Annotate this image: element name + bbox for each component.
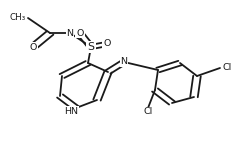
Text: CH₃: CH₃	[10, 14, 26, 22]
Text: N: N	[67, 28, 73, 38]
Text: S: S	[88, 42, 94, 52]
Text: HN: HN	[64, 106, 78, 116]
Text: O: O	[76, 28, 84, 38]
Text: N: N	[121, 57, 127, 66]
Text: O: O	[103, 39, 111, 48]
Text: O: O	[29, 42, 37, 51]
Text: Cl: Cl	[223, 63, 232, 72]
Text: Cl: Cl	[143, 108, 153, 117]
